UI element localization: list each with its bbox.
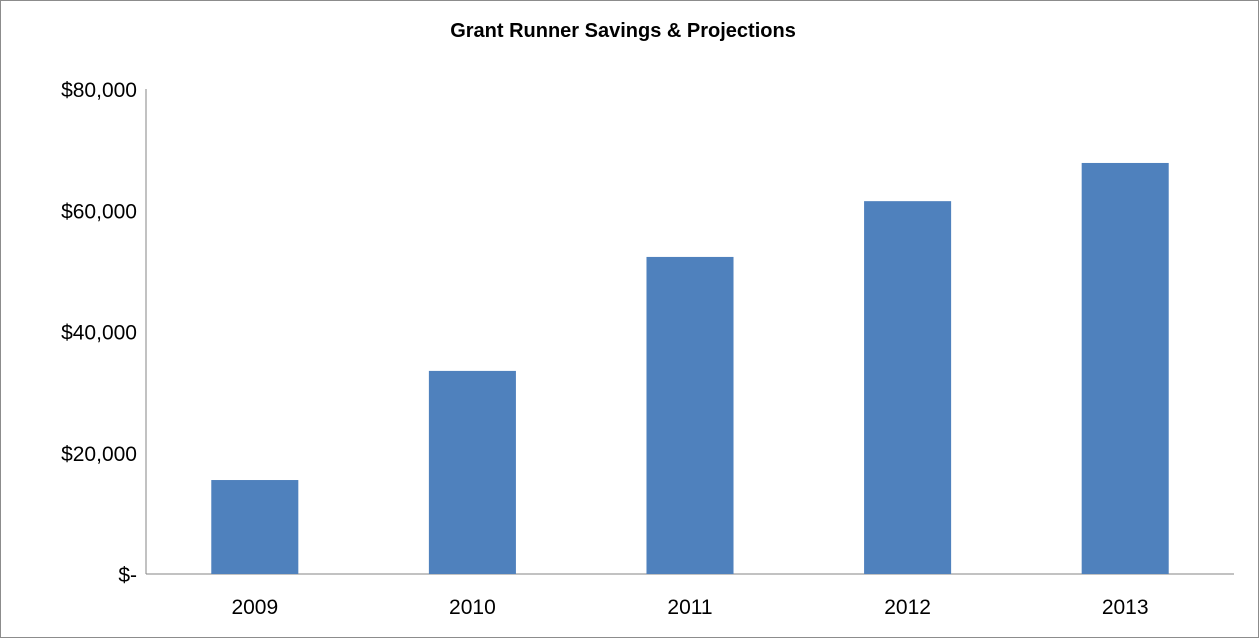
x-tick-label: 2010 <box>449 596 496 619</box>
x-tick-label: 2012 <box>884 596 931 619</box>
x-tick-label: 2013 <box>1102 596 1149 619</box>
y-tick-labels: $- $20,000 $40,000 $60,000 $80,000 <box>61 79 137 587</box>
y-tick-label: $- <box>118 564 137 587</box>
x-tick-labels: 2009 2010 2011 2012 2013 <box>231 596 1148 619</box>
bar-2013 <box>1081 162 1169 574</box>
y-tick-label: $40,000 <box>61 322 137 345</box>
y-tick-label: $80,000 <box>61 79 137 102</box>
y-tick-label: $20,000 <box>61 443 137 466</box>
bar-2009 <box>211 480 299 574</box>
bar-2010 <box>428 370 516 574</box>
x-tick-label: 2009 <box>231 596 278 619</box>
y-tick-label: $60,000 <box>61 200 137 223</box>
chart-title: Grant Runner Savings & Projections <box>450 20 796 42</box>
bars-group <box>211 162 1169 574</box>
bar-2012 <box>864 201 952 574</box>
x-tick-label: 2011 <box>667 596 712 619</box>
bar-2011 <box>646 256 734 574</box>
